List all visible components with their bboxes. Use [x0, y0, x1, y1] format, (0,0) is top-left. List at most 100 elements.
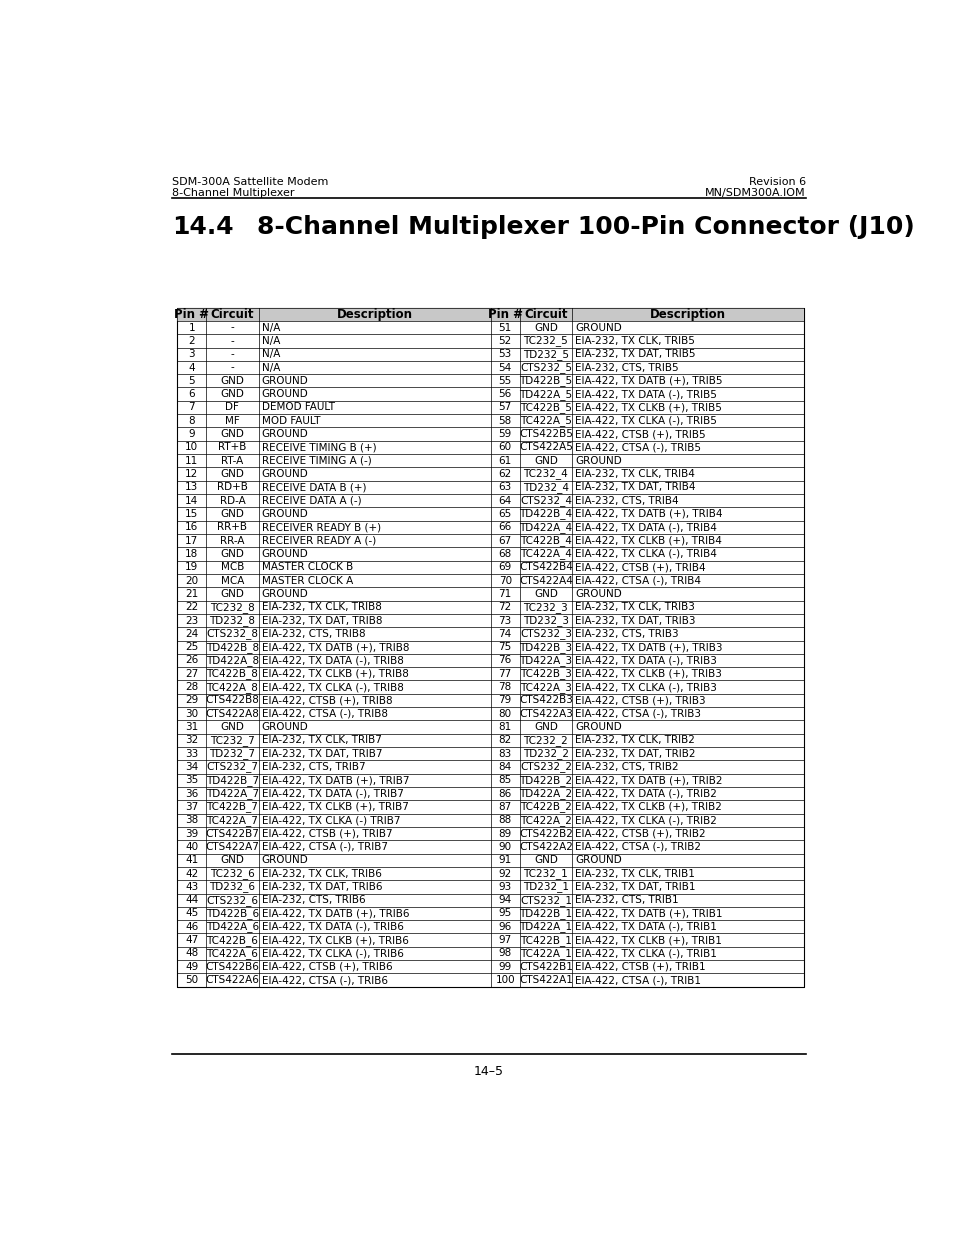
- Text: TC232_7: TC232_7: [210, 735, 254, 746]
- Text: EIA-232, TX DAT, TRIB6: EIA-232, TX DAT, TRIB6: [261, 882, 382, 892]
- Text: EIA-422, CTSB (+), TRIB2: EIA-422, CTSB (+), TRIB2: [575, 829, 705, 839]
- Text: TD422B_8: TD422B_8: [206, 642, 258, 652]
- Text: 24: 24: [185, 629, 198, 638]
- Text: EIA-422, CTSB (+), TRIB5: EIA-422, CTSB (+), TRIB5: [575, 429, 705, 440]
- Text: 92: 92: [498, 868, 512, 878]
- Text: 50: 50: [185, 976, 198, 986]
- Text: EIA-422, CTSB (+), TRIB3: EIA-422, CTSB (+), TRIB3: [575, 695, 705, 705]
- Text: RECEIVER READY B (+): RECEIVER READY B (+): [261, 522, 380, 532]
- Text: TC232_5: TC232_5: [523, 336, 568, 346]
- Text: EIA-422, TX DATB (+), TRIB2: EIA-422, TX DATB (+), TRIB2: [575, 776, 722, 785]
- Text: GROUND: GROUND: [261, 509, 308, 519]
- Text: CTS422B8: CTS422B8: [205, 695, 259, 705]
- Text: 95: 95: [498, 909, 512, 919]
- Text: 100: 100: [495, 976, 515, 986]
- Text: EIA-422, TX CLKB (+), TRIB6: EIA-422, TX CLKB (+), TRIB6: [261, 935, 408, 945]
- Text: 41: 41: [185, 855, 198, 866]
- Text: TD422A_6: TD422A_6: [206, 921, 258, 932]
- Text: GND: GND: [220, 722, 244, 732]
- Text: Circuit: Circuit: [211, 308, 253, 321]
- Text: EIA-232, TX DAT, TRIB5: EIA-232, TX DAT, TRIB5: [575, 350, 695, 359]
- Text: Pin #: Pin #: [174, 308, 209, 321]
- Text: EIA-232, CTS, TRIB1: EIA-232, CTS, TRIB1: [575, 895, 679, 905]
- Text: EIA-422, TX CLKB (+), TRIB8: EIA-422, TX CLKB (+), TRIB8: [261, 669, 408, 679]
- Text: MASTER CLOCK B: MASTER CLOCK B: [261, 562, 353, 572]
- Text: EIA-422, TX CLKA (-), TRIB6: EIA-422, TX CLKA (-), TRIB6: [261, 948, 403, 958]
- Text: EIA-232, TX CLK, TRIB6: EIA-232, TX CLK, TRIB6: [261, 868, 381, 878]
- Text: SDM-300A Sattellite Modem: SDM-300A Sattellite Modem: [172, 177, 328, 186]
- Text: TC422A_1: TC422A_1: [519, 948, 571, 958]
- Text: 15: 15: [185, 509, 198, 519]
- Text: 34: 34: [185, 762, 198, 772]
- Text: 77: 77: [498, 669, 512, 679]
- Text: 43: 43: [185, 882, 198, 892]
- Text: 69: 69: [498, 562, 512, 572]
- Text: TC232_4: TC232_4: [523, 468, 568, 479]
- Text: EIA-422, TX DATB (+), TRIB5: EIA-422, TX DATB (+), TRIB5: [575, 375, 722, 385]
- Text: GROUND: GROUND: [575, 722, 621, 732]
- Text: TD232_2: TD232_2: [522, 748, 568, 760]
- Text: MOD FAULT: MOD FAULT: [261, 416, 320, 426]
- Text: 56: 56: [498, 389, 512, 399]
- Text: 96: 96: [498, 921, 512, 931]
- Text: EIA-422, CTSB (+), TRIB8: EIA-422, CTSB (+), TRIB8: [261, 695, 392, 705]
- Text: RECEIVER READY A (-): RECEIVER READY A (-): [261, 536, 375, 546]
- Text: RD-A: RD-A: [219, 495, 245, 505]
- Text: TD232_1: TD232_1: [522, 882, 568, 893]
- Text: CTS422B4: CTS422B4: [518, 562, 572, 572]
- Text: 93: 93: [498, 882, 512, 892]
- Text: CTS232_5: CTS232_5: [519, 362, 571, 373]
- Text: GND: GND: [220, 855, 244, 866]
- Text: 76: 76: [498, 656, 512, 666]
- Text: TC232_8: TC232_8: [210, 601, 254, 613]
- Text: 16: 16: [185, 522, 198, 532]
- Text: TD422A_4: TD422A_4: [518, 522, 572, 532]
- Text: EIA-232, TX DAT, TRIB2: EIA-232, TX DAT, TRIB2: [575, 748, 695, 758]
- Text: 40: 40: [185, 842, 198, 852]
- Text: Pin #: Pin #: [487, 308, 522, 321]
- Text: N/A: N/A: [261, 322, 280, 332]
- Text: 1: 1: [188, 322, 194, 332]
- Text: EIA-422, TX DATB (+), TRIB3: EIA-422, TX DATB (+), TRIB3: [575, 642, 722, 652]
- Text: GROUND: GROUND: [575, 456, 621, 466]
- Text: 14–5: 14–5: [474, 1066, 503, 1078]
- Text: 23: 23: [185, 615, 198, 625]
- Text: -: -: [231, 322, 234, 332]
- Text: TC232_2: TC232_2: [523, 735, 568, 746]
- Text: EIA-422, TX DATA (-), TRIB4: EIA-422, TX DATA (-), TRIB4: [575, 522, 717, 532]
- Text: 46: 46: [185, 921, 198, 931]
- Text: TD422B_4: TD422B_4: [518, 509, 572, 520]
- Text: EIA-422, TX CLKA (-), TRIB4: EIA-422, TX CLKA (-), TRIB4: [575, 548, 717, 559]
- Text: 12: 12: [185, 469, 198, 479]
- Text: 63: 63: [498, 483, 512, 493]
- Text: 33: 33: [185, 748, 198, 758]
- Text: TD422B_7: TD422B_7: [206, 774, 258, 785]
- Text: EIA-232, TX CLK, TRIB2: EIA-232, TX CLK, TRIB2: [575, 735, 695, 746]
- Text: EIA-422, TX DATB (+), TRIB6: EIA-422, TX DATB (+), TRIB6: [261, 909, 409, 919]
- Text: 51: 51: [498, 322, 512, 332]
- Text: EIA-422, TX CLKA (-) TRIB7: EIA-422, TX CLKA (-) TRIB7: [261, 815, 400, 825]
- Text: GND: GND: [220, 509, 244, 519]
- Text: 90: 90: [498, 842, 511, 852]
- Text: 88: 88: [498, 815, 512, 825]
- Text: CTS232_4: CTS232_4: [519, 495, 571, 506]
- Text: EIA-422, CTSA (-), TRIB2: EIA-422, CTSA (-), TRIB2: [575, 842, 700, 852]
- Text: 47: 47: [185, 935, 198, 945]
- Bar: [177, 308, 803, 321]
- Text: MCB: MCB: [220, 562, 244, 572]
- Text: 44: 44: [185, 895, 198, 905]
- Text: EIA-422, TX DATA (-), TRIB1: EIA-422, TX DATA (-), TRIB1: [575, 921, 717, 931]
- Text: RR+B: RR+B: [217, 522, 247, 532]
- Text: 68: 68: [498, 548, 512, 559]
- Text: TC232_3: TC232_3: [523, 601, 568, 613]
- Text: 25: 25: [185, 642, 198, 652]
- Text: EIA-232, TX DAT, TRIB4: EIA-232, TX DAT, TRIB4: [575, 483, 695, 493]
- Text: TC422A_5: TC422A_5: [519, 415, 571, 426]
- Text: 84: 84: [498, 762, 512, 772]
- Text: EIA-422, TX DATB (+), TRIB8: EIA-422, TX DATB (+), TRIB8: [261, 642, 409, 652]
- Text: TD232_8: TD232_8: [209, 615, 255, 626]
- Text: EIA-232, CTS, TRIB6: EIA-232, CTS, TRIB6: [261, 895, 365, 905]
- Text: EIA-422, TX DATA (-), TRIB7: EIA-422, TX DATA (-), TRIB7: [261, 789, 403, 799]
- Text: TD422B_3: TD422B_3: [518, 642, 572, 652]
- Text: 74: 74: [498, 629, 512, 638]
